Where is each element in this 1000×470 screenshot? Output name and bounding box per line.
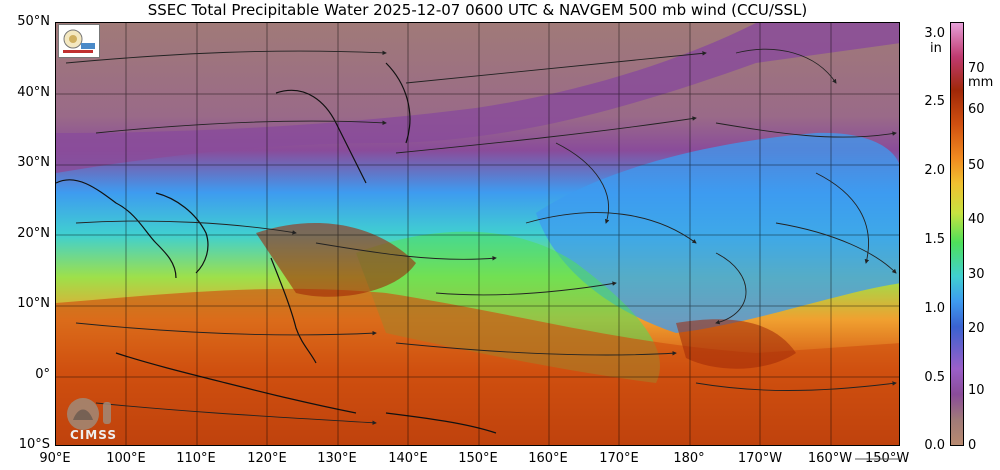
- colorbar-tick-in: 1.0: [924, 301, 945, 316]
- lat-label: 30°N: [17, 155, 50, 170]
- coast-philippines: [270, 257, 317, 364]
- colorbar-tick-mm: 50: [968, 158, 985, 173]
- wind-streamlines: [65, 48, 897, 426]
- coast-japan-east: [385, 62, 411, 144]
- coast-korea-japan: [275, 89, 367, 184]
- colorbar: [950, 22, 964, 446]
- lat-label: 10°N: [17, 296, 50, 311]
- cimss-logo-text: CIMSS: [70, 428, 117, 442]
- wet-pocket-philippines: [256, 223, 416, 297]
- coast-new-guinea: [385, 412, 497, 434]
- colorbar-tick-mm: 70: [968, 61, 985, 76]
- lon-label: 90°E: [39, 451, 71, 466]
- lon-label: 110°E: [176, 451, 216, 466]
- colorbar-tick-mm: 10: [968, 383, 985, 398]
- ssec-logo: [58, 24, 100, 58]
- map-title: SSEC Total Precipitable Water 2025-12-07…: [147, 1, 808, 19]
- colorbar-tick-in: 0.0: [924, 438, 945, 453]
- lat-label: 50°N: [17, 14, 50, 29]
- lat-label: 10°S: [18, 437, 50, 452]
- lon-label: 160°W: [807, 451, 853, 466]
- colorbar-tick-in: 1.5: [924, 232, 945, 247]
- coast-china-south: [155, 192, 209, 274]
- blue-dry-pocket: [536, 132, 899, 333]
- colorbar-tick-mm: 30: [968, 267, 985, 282]
- credit-marks: [855, 458, 900, 460]
- coast-indonesia: [115, 352, 357, 414]
- lon-label: 150°E: [458, 451, 498, 466]
- wet-pocket-central-pacific: [676, 319, 796, 369]
- colorbar-tick-in: 2.5: [924, 94, 945, 109]
- graticule: [56, 23, 899, 445]
- colorbar-tick-mm: 40: [968, 212, 985, 227]
- colorbar-tick-in: 2.0: [924, 163, 945, 178]
- tpw-map: [55, 22, 900, 446]
- lon-label: 120°E: [247, 451, 287, 466]
- colorbar-unit-in: in: [930, 41, 942, 56]
- lat-label: 40°N: [17, 85, 50, 100]
- coastlines: [56, 62, 497, 434]
- colorbar-unit-mm: mm: [968, 75, 994, 90]
- lon-label: 160°E: [528, 451, 568, 466]
- lat-label: 20°N: [17, 226, 50, 241]
- cimss-logo: CIMSS: [58, 392, 133, 444]
- lon-label: 170°E: [599, 451, 639, 466]
- colorbar-tick-in: 3.0: [924, 26, 945, 41]
- colorbar-tick-mm: 0: [968, 438, 977, 453]
- lon-label: 130°E: [317, 451, 357, 466]
- lon-label: 170°W: [737, 451, 783, 466]
- colorbar-tick-mm: 60: [968, 102, 985, 117]
- lon-label: 140°E: [388, 451, 428, 466]
- coast-indochina: [56, 179, 177, 279]
- lon-label: 180°: [673, 451, 705, 466]
- lon-label: 100°E: [106, 451, 146, 466]
- tpw-field: [56, 23, 899, 445]
- lat-label: 0°: [35, 367, 50, 382]
- colorbar-tick-in: 0.5: [924, 370, 945, 385]
- colorbar-tick-mm: 20: [968, 321, 985, 336]
